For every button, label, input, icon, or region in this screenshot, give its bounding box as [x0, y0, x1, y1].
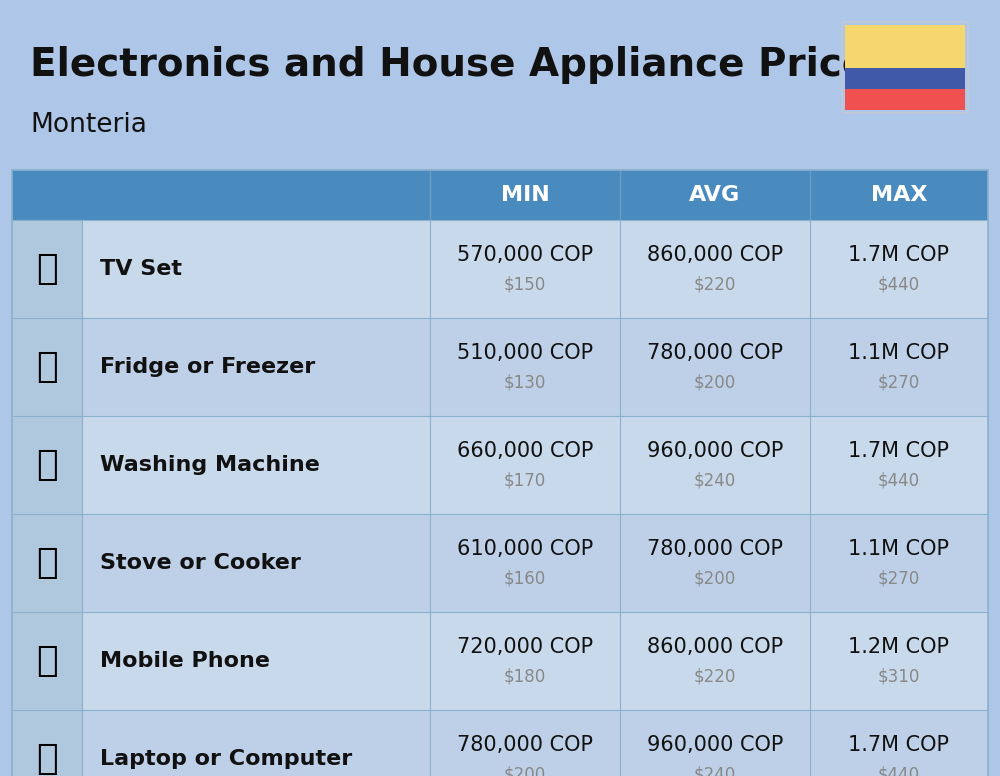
- Text: 1.1M COP: 1.1M COP: [848, 343, 950, 363]
- Bar: [12, 710, 82, 776]
- Text: 510,000 COP: 510,000 COP: [457, 343, 593, 363]
- Text: 🧊: 🧊: [36, 350, 58, 384]
- Text: 1.1M COP: 1.1M COP: [848, 539, 950, 559]
- Text: 720,000 COP: 720,000 COP: [457, 637, 593, 657]
- Text: Electronics and House Appliance Prices: Electronics and House Appliance Prices: [30, 46, 891, 84]
- Text: 💻: 💻: [36, 742, 58, 776]
- Text: Laptop or Computer: Laptop or Computer: [100, 749, 352, 769]
- Text: 610,000 COP: 610,000 COP: [457, 539, 593, 559]
- Text: 960,000 COP: 960,000 COP: [647, 441, 783, 461]
- Bar: [12, 220, 988, 318]
- Text: 960,000 COP: 960,000 COP: [647, 735, 783, 755]
- Bar: [12, 710, 988, 776]
- Bar: [12, 220, 82, 318]
- Text: $310: $310: [878, 668, 920, 686]
- Text: 780,000 COP: 780,000 COP: [457, 735, 593, 755]
- Text: 🫧: 🫧: [36, 448, 58, 482]
- Text: $160: $160: [504, 570, 546, 588]
- Text: 1.7M COP: 1.7M COP: [848, 735, 950, 755]
- Text: 780,000 COP: 780,000 COP: [647, 343, 783, 363]
- Text: Fridge or Freezer: Fridge or Freezer: [100, 357, 315, 377]
- Text: MIN: MIN: [501, 185, 549, 205]
- Text: Mobile Phone: Mobile Phone: [100, 651, 270, 671]
- Text: MAX: MAX: [871, 185, 927, 205]
- Bar: [12, 612, 82, 710]
- Text: $130: $130: [504, 374, 546, 392]
- Bar: [12, 612, 988, 710]
- Bar: [845, 88, 965, 110]
- Text: 1.7M COP: 1.7M COP: [848, 245, 950, 265]
- Bar: [12, 416, 82, 514]
- Bar: [12, 514, 988, 612]
- Text: Monteria: Monteria: [30, 112, 147, 138]
- Text: Washing Machine: Washing Machine: [100, 455, 320, 475]
- Text: 1.7M COP: 1.7M COP: [848, 441, 950, 461]
- Bar: [12, 416, 988, 514]
- Text: 📱: 📱: [36, 644, 58, 678]
- Bar: [12, 514, 82, 612]
- Text: $240: $240: [694, 472, 736, 490]
- Text: 660,000 COP: 660,000 COP: [457, 441, 593, 461]
- Text: $180: $180: [504, 668, 546, 686]
- Text: Stove or Cooker: Stove or Cooker: [100, 553, 301, 573]
- Text: $240: $240: [694, 766, 736, 776]
- Text: 860,000 COP: 860,000 COP: [647, 637, 783, 657]
- Bar: [12, 170, 988, 776]
- Text: 1.2M COP: 1.2M COP: [848, 637, 950, 657]
- Text: $220: $220: [694, 276, 736, 294]
- Text: $200: $200: [694, 374, 736, 392]
- Text: $220: $220: [694, 668, 736, 686]
- Text: $200: $200: [694, 570, 736, 588]
- Text: $150: $150: [504, 276, 546, 294]
- Text: 570,000 COP: 570,000 COP: [457, 245, 593, 265]
- Bar: [12, 318, 988, 416]
- Text: 780,000 COP: 780,000 COP: [647, 539, 783, 559]
- Text: $170: $170: [504, 472, 546, 490]
- Bar: [12, 318, 82, 416]
- Text: $440: $440: [878, 766, 920, 776]
- Text: 📺: 📺: [36, 252, 58, 286]
- Bar: [12, 170, 430, 220]
- Bar: [845, 25, 965, 68]
- Text: $270: $270: [878, 570, 920, 588]
- Text: TV Set: TV Set: [100, 259, 182, 279]
- Bar: [12, 170, 988, 220]
- Text: $440: $440: [878, 276, 920, 294]
- Text: AVG: AVG: [689, 185, 741, 205]
- Text: $440: $440: [878, 472, 920, 490]
- Bar: [845, 68, 965, 88]
- Text: 860,000 COP: 860,000 COP: [647, 245, 783, 265]
- Text: 🔥: 🔥: [36, 546, 58, 580]
- Text: $200: $200: [504, 766, 546, 776]
- Text: $270: $270: [878, 374, 920, 392]
